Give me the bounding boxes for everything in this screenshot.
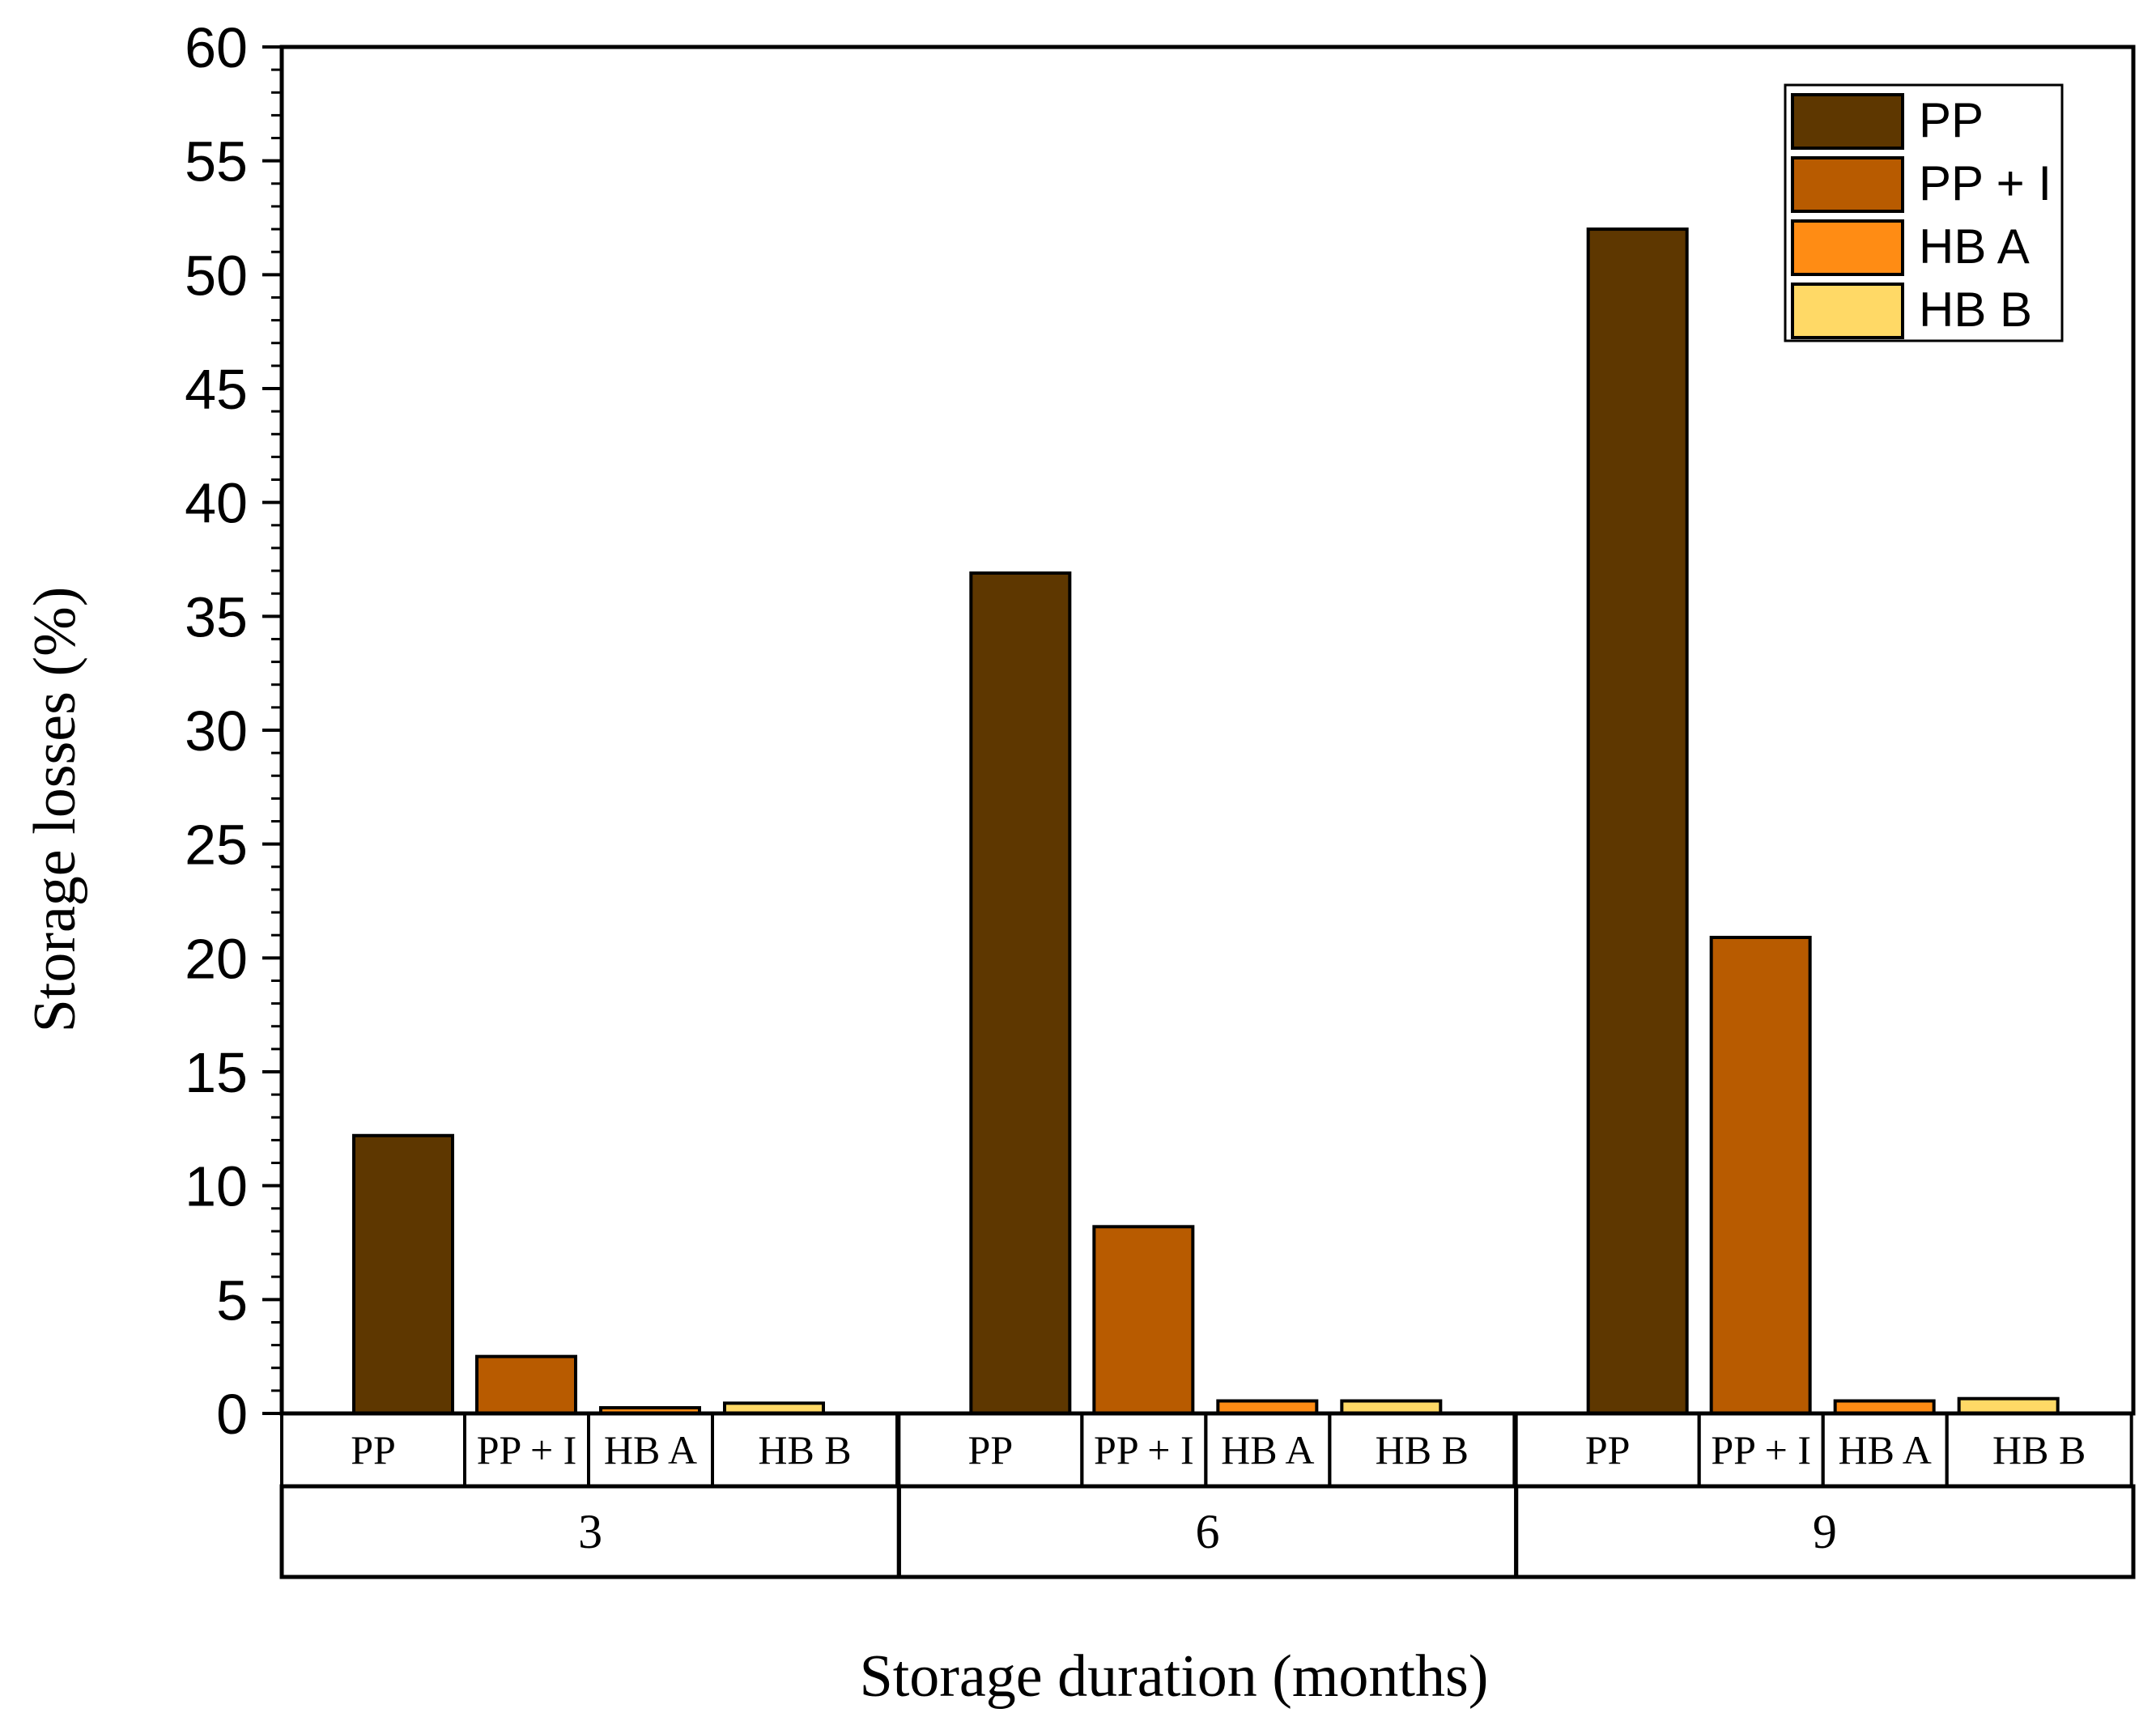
category-label: PP [351,1427,396,1473]
y-axis: 0 5 10 15 20 25 30 35 40 45 50 55 60 [185,16,282,1446]
category-label: HB A [1839,1427,1932,1473]
category-label: HB B [1992,1427,2086,1473]
y-tick-label: 10 [185,1155,248,1218]
bar [1586,227,1689,1416]
bar [475,1354,577,1415]
category-label: HB A [604,1427,697,1473]
bars-layer [352,227,2060,1416]
category-label: HB A [1221,1427,1314,1473]
category-label: PP [968,1427,1014,1473]
x-axis-title: Storage duration (months) [860,1643,1489,1710]
category-label: HB B [1376,1427,1469,1473]
bar [1957,1396,2060,1416]
y-tick-label: 20 [185,927,248,990]
legend-swatch [1791,156,1904,213]
y-tick-label: 0 [216,1383,248,1446]
group-label: 3 [578,1505,602,1558]
legend-swatch [1791,219,1904,276]
y-tick-label: 35 [185,585,248,648]
legend-swatch [1791,283,1904,339]
group-label: 6 [1196,1505,1220,1558]
category-label: HB B [758,1427,851,1473]
y-tick-label: 60 [185,16,248,79]
y-tick-label: 50 [185,244,248,307]
bar [352,1133,454,1415]
x-axis-category-table: PP PP + I HB A HB B 3 PP PP + I HB A HB B 6 PP PP +… [279,1412,2136,1579]
y-tick-label: 15 [185,1041,248,1104]
y-tick-label: 45 [185,358,248,421]
group-cell [1514,1484,2136,1579]
bar [969,571,1072,1415]
legend-label: HB B [1919,283,2032,337]
y-tick-label: 40 [185,472,248,535]
y-tick-label: 25 [185,814,248,877]
legend-label: PP + I [1919,156,2052,210]
bar [1709,936,1812,1415]
bar [1092,1225,1195,1415]
group-label: 9 [1813,1505,1837,1558]
legend-swatch [1791,93,1904,150]
legend-label: PP [1919,93,1984,147]
y-axis-title: Storage losses (%) [22,587,88,1033]
category-label: PP + I [1094,1427,1194,1473]
legend-label: HB A [1919,219,2030,274]
category-label: PP [1585,1427,1631,1473]
y-tick-label: 55 [185,130,248,193]
y-tick-label: 5 [216,1269,248,1332]
category-label: PP + I [1711,1427,1811,1473]
category-label: PP + I [477,1427,577,1473]
legend: PP PP + I HB A HB B [1784,83,2064,342]
y-tick-label: 30 [185,699,248,763]
